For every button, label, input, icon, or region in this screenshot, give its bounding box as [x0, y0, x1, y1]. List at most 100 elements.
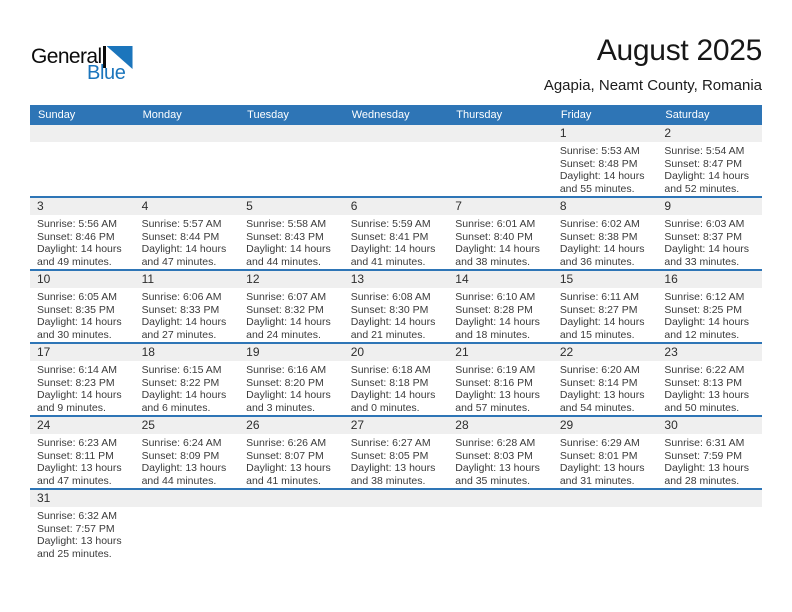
- day-detail-line: Daylight: 14 hours: [141, 243, 227, 256]
- day-cell: 27 Sunrise: 6:27 AM Sunset: 8:05 PM Dayligh…: [343, 417, 449, 488]
- logo-text-blue: Blue: [87, 62, 126, 84]
- day-detail-line: Sunset: 8:05 PM: [350, 449, 429, 462]
- weekday-wednesday: Wednesday: [351, 109, 410, 121]
- day-number: 14: [448, 271, 553, 288]
- day-detail-line: Sunset: 8:48 PM: [559, 157, 638, 170]
- day-detail-line: Daylight: 14 hours: [559, 316, 645, 329]
- day-detail-line: Daylight: 14 hours: [559, 170, 645, 183]
- day-number: 22: [552, 344, 658, 361]
- day-detail-line: Sunrise: 6:16 AM: [246, 364, 327, 376]
- day-number: 17: [30, 344, 135, 361]
- day-detail-line: and 6 minutes.: [141, 402, 211, 415]
- day-number: 10: [30, 271, 135, 288]
- day-number: 23: [657, 344, 762, 361]
- day-detail-line: Sunrise: 6:10 AM: [455, 291, 536, 303]
- day-details: [344, 507, 449, 510]
- day-details: [239, 142, 344, 145]
- day-detail-line: Sunset: 8:44 PM: [141, 230, 220, 243]
- day-detail-line: Daylight: 14 hours: [141, 316, 227, 329]
- day-detail-line: Daylight: 13 hours: [37, 535, 122, 548]
- day-detail-line: and 27 minutes.: [141, 329, 217, 342]
- day-number: 25: [134, 417, 240, 434]
- day-detail-line: Sunrise: 6:32 AM: [37, 510, 117, 522]
- day-cell: 11 Sunrise: 6:06 AM Sunset: 8:33 PM Dayligh…: [134, 271, 240, 342]
- day-detail-line: Sunrise: 6:12 AM: [664, 291, 745, 303]
- day-detail-line: Sunset: 8:46 PM: [37, 230, 115, 243]
- day-detail-line: Sunrise: 6:06 AM: [141, 291, 222, 303]
- day-cell: 30 Sunrise: 6:31 AM Sunset: 7:59 PM Dayligh…: [657, 417, 762, 488]
- day-detail-line: Sunrise: 5:58 AM: [246, 218, 327, 230]
- day-details: [135, 507, 240, 510]
- day-detail-line: Sunrise: 6:28 AM: [455, 437, 536, 449]
- day-details: Sunrise: 6:32 AM Sunset: 7:57 PM Daylight:…: [30, 507, 135, 561]
- day-details: Sunrise: 6:27 AM Sunset: 8:05 PM Daylight:…: [344, 434, 449, 488]
- day-detail-line: and 38 minutes.: [350, 475, 426, 488]
- day-details: Sunrise: 6:23 AM Sunset: 8:11 PM Daylight:…: [30, 434, 135, 488]
- day-cell: 28 Sunrise: 6:28 AM Sunset: 8:03 PM Dayligh…: [448, 417, 553, 488]
- day-number: 8: [552, 198, 658, 215]
- day-detail-line: and 9 minutes.: [37, 402, 106, 415]
- day-detail-line: Daylight: 14 hours: [246, 316, 331, 329]
- day-details: Sunrise: 6:28 AM Sunset: 8:03 PM Daylight:…: [448, 434, 553, 488]
- day-number: 6: [343, 198, 449, 215]
- day-cell: 20 Sunrise: 6:18 AM Sunset: 8:18 PM Dayligh…: [343, 344, 449, 415]
- day-details: Sunrise: 6:22 AM Sunset: 8:13 PM Daylight:…: [657, 361, 762, 415]
- day-details: Sunrise: 5:56 AM Sunset: 8:46 PM Daylight:…: [30, 215, 135, 269]
- day-number: 4: [134, 198, 240, 215]
- day-number: [30, 125, 135, 142]
- day-number: 28: [448, 417, 553, 434]
- day-detail-line: Sunrise: 6:20 AM: [559, 364, 640, 376]
- day-details: Sunrise: 5:53 AM Sunset: 8:48 PM Daylight:…: [553, 142, 658, 196]
- day-detail-line: Sunrise: 6:08 AM: [350, 291, 431, 303]
- day-detail-line: Sunrise: 6:01 AM: [455, 218, 536, 230]
- day-detail-line: Daylight: 13 hours: [246, 462, 331, 475]
- day-detail-line: and 44 minutes.: [246, 256, 321, 269]
- day-detail-line: Daylight: 14 hours: [455, 316, 540, 329]
- day-detail-line: Sunset: 8:23 PM: [37, 376, 115, 389]
- day-detail-line: and 55 minutes.: [559, 183, 635, 196]
- day-details: Sunrise: 6:14 AM Sunset: 8:23 PM Daylight:…: [30, 361, 135, 415]
- day-detail-line: and 52 minutes.: [664, 183, 740, 196]
- day-detail-line: Sunrise: 6:31 AM: [664, 437, 745, 449]
- weekday-header-row: Sunday Monday Tuesday Wednesday Thursday…: [30, 105, 762, 125]
- day-details: Sunrise: 6:05 AM Sunset: 8:35 PM Daylight:…: [30, 288, 135, 342]
- day-detail-line: Sunset: 8:13 PM: [664, 376, 743, 389]
- day-detail-line: Sunset: 8:03 PM: [455, 449, 533, 462]
- day-number: 30: [657, 417, 762, 434]
- day-details: [448, 142, 553, 145]
- day-number: 2: [657, 125, 762, 142]
- day-number: 18: [134, 344, 240, 361]
- day-cell: 14 Sunrise: 6:10 AM Sunset: 8:28 PM Dayligh…: [448, 271, 553, 342]
- day-detail-line: Daylight: 14 hours: [350, 389, 436, 402]
- day-number: 1: [552, 125, 658, 142]
- day-details: Sunrise: 6:03 AM Sunset: 8:37 PM Daylight:…: [657, 215, 762, 269]
- day-number: [343, 125, 449, 142]
- day-detail-line: and 30 minutes.: [37, 329, 112, 342]
- day-detail-line: Sunrise: 6:03 AM: [664, 218, 745, 230]
- day-detail-line: Sunset: 8:41 PM: [350, 230, 429, 243]
- day-detail-line: and 0 minutes.: [350, 402, 420, 415]
- day-number: [239, 125, 344, 142]
- day-details: Sunrise: 6:24 AM Sunset: 8:09 PM Daylight:…: [135, 434, 240, 488]
- day-number: [657, 490, 762, 507]
- day-detail-line: Sunrise: 5:53 AM: [559, 145, 640, 157]
- empty-day-cell: [134, 490, 240, 561]
- day-cell: 2 Sunrise: 5:54 AM Sunset: 8:47 PM Daylight…: [657, 125, 762, 196]
- day-details: Sunrise: 6:29 AM Sunset: 8:01 PM Daylight:…: [553, 434, 658, 488]
- day-detail-line: and 3 minutes.: [246, 402, 316, 415]
- day-detail-line: Sunset: 8:35 PM: [37, 303, 115, 316]
- day-detail-line: Daylight: 13 hours: [141, 462, 227, 475]
- empty-day-cell: [448, 125, 553, 196]
- day-cell: 8 Sunrise: 6:02 AM Sunset: 8:38 PM Daylight…: [552, 198, 658, 269]
- day-detail-line: Daylight: 14 hours: [664, 170, 750, 183]
- day-details: Sunrise: 5:59 AM Sunset: 8:41 PM Daylight:…: [344, 215, 449, 269]
- day-detail-line: Sunrise: 6:29 AM: [559, 437, 640, 449]
- day-cell: 19 Sunrise: 6:16 AM Sunset: 8:20 PM Dayligh…: [239, 344, 344, 415]
- day-cell: 29 Sunrise: 6:29 AM Sunset: 8:01 PM Dayligh…: [552, 417, 658, 488]
- day-cell: 16 Sunrise: 6:12 AM Sunset: 8:25 PM Dayligh…: [657, 271, 762, 342]
- day-detail-line: Daylight: 14 hours: [350, 316, 436, 329]
- day-detail-line: Sunset: 8:20 PM: [246, 376, 324, 389]
- calendar: Sunday Monday Tuesday Wednesday Thursday…: [30, 105, 762, 561]
- day-detail-line: and 21 minutes.: [350, 329, 426, 342]
- day-detail-line: and 25 minutes.: [37, 548, 112, 561]
